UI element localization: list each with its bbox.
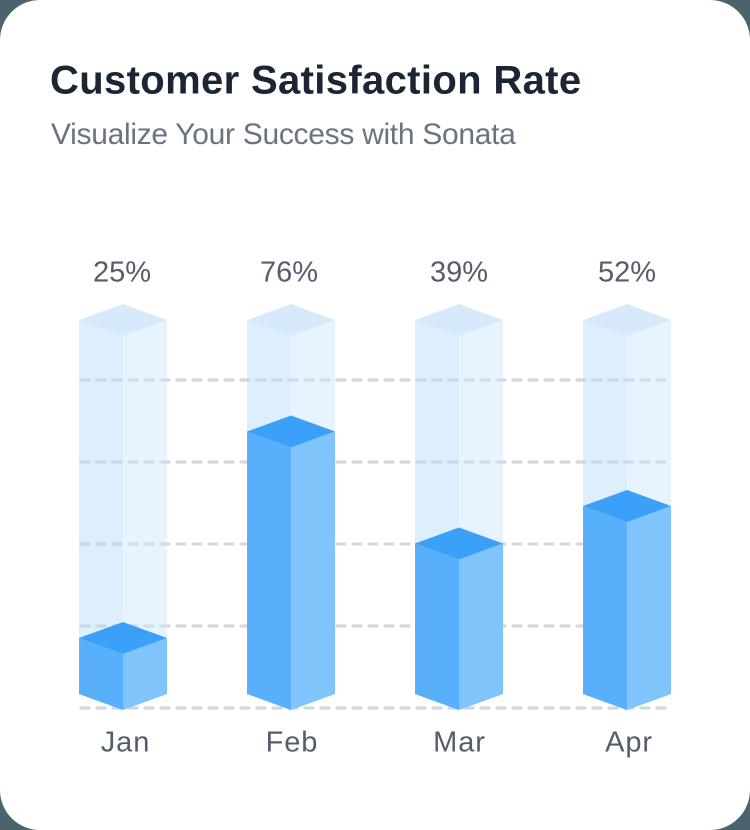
svg-text:25%: 25%: [93, 256, 151, 288]
svg-text:Visualize Your Success with So: Visualize Your Success with Sonata: [51, 118, 516, 151]
svg-text:Jan: Jan: [101, 726, 150, 758]
svg-text:52%: 52%: [598, 256, 656, 288]
svg-text:76%: 76%: [260, 256, 318, 288]
svg-text:Customer Satisfaction Rate: Customer Satisfaction Rate: [50, 59, 581, 103]
svg-text:Feb: Feb: [266, 726, 319, 758]
svg-text:Apr: Apr: [605, 726, 653, 758]
svg-text:Mar: Mar: [433, 726, 486, 758]
svg-text:39%: 39%: [430, 256, 488, 288]
